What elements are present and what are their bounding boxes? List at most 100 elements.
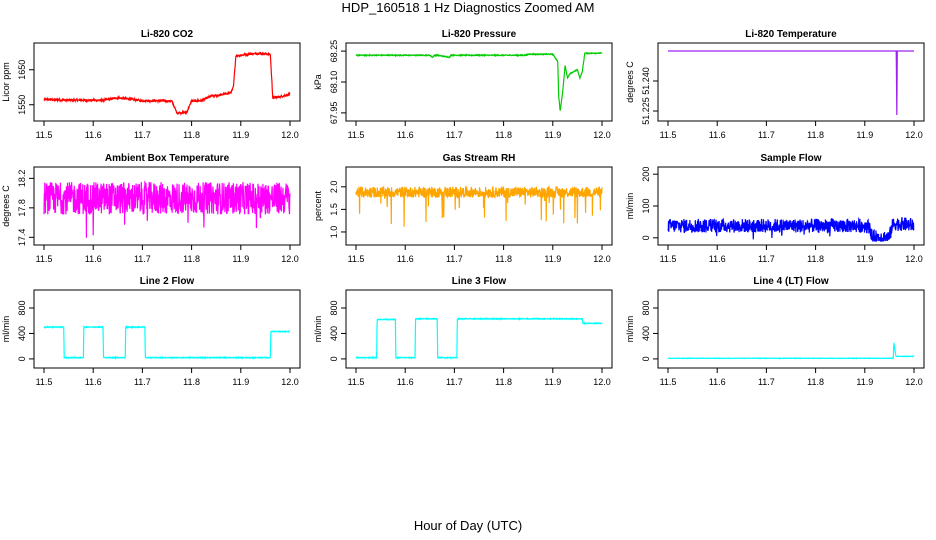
y-tick-label: 400 xyxy=(641,326,651,341)
x-tick-label: 11.6 xyxy=(85,130,102,140)
y-tick-label: 100 xyxy=(641,198,651,213)
plot-frame xyxy=(345,166,613,246)
x-tick-label: 11.7 xyxy=(446,130,463,140)
x-tick-label: 11.7 xyxy=(134,130,151,140)
plot-frame-top xyxy=(657,42,925,122)
plot-frame-top xyxy=(33,42,301,122)
plot-frame xyxy=(33,42,301,122)
x-tick-label: 11.7 xyxy=(758,130,775,140)
y-tick-label: 200 xyxy=(641,167,651,182)
x-tick-label: 12.0 xyxy=(905,254,923,264)
x-tick-label: 11.7 xyxy=(134,377,151,387)
plot-frame xyxy=(657,289,925,369)
y-axis-label: percent xyxy=(313,190,323,221)
x-tick-label: 11.5 xyxy=(660,130,677,140)
x-tick-label: 11.6 xyxy=(397,254,414,264)
chart-panel: Li-820 Pressure kPa 11.5 11.6 11.7 11.8 11.9 12… xyxy=(313,29,613,140)
x-tick-label: 12.0 xyxy=(905,377,923,387)
series-line xyxy=(355,51,603,111)
x-tick-label: 11.5 xyxy=(660,377,677,387)
plot-frame-top xyxy=(345,42,613,122)
y-tick-label: 1.0 xyxy=(329,226,339,239)
x-tick-label: 11.8 xyxy=(495,377,512,387)
x-tick-label: 12.0 xyxy=(593,130,611,140)
x-tick-label: 11.9 xyxy=(856,130,873,140)
y-axis-label: kPa xyxy=(313,74,323,90)
chart-panel: Ambient Box Temperature degrees C 11.5 11.6… xyxy=(1,153,301,264)
y-tick-label: 400 xyxy=(17,326,27,341)
x-tick-label: 11.8 xyxy=(183,377,200,387)
y-tick-label: 68.25 xyxy=(329,40,339,63)
y-axis-label: ml/min xyxy=(625,316,635,343)
x-tick-label: 12.0 xyxy=(281,254,299,264)
chart-title: Li-820 CO2 xyxy=(141,29,194,40)
y-tick-label: 0 xyxy=(17,356,27,361)
chart-title: Sample Flow xyxy=(760,153,821,164)
y-tick-label: 1650 xyxy=(17,60,27,80)
x-tick-label: 12.0 xyxy=(593,377,611,387)
y-tick-label: 800 xyxy=(641,300,651,315)
x-tick-label: 12.0 xyxy=(281,130,299,140)
x-tick-label: 11.7 xyxy=(758,254,775,264)
x-tick-label: 11.8 xyxy=(183,130,200,140)
chart-panel: Line 2 Flow ml/min 11.5 11.6 11.7 11.8 11.9 12.… xyxy=(1,276,301,387)
series-line xyxy=(355,316,603,360)
x-tick-label: 11.9 xyxy=(856,377,873,387)
plot-frame-top xyxy=(657,289,925,369)
x-tick-label: 11.5 xyxy=(660,254,677,264)
x-tick-label: 11.5 xyxy=(36,377,53,387)
y-tick-label: 51.240 xyxy=(641,67,651,95)
y-tick-label: 2.0 xyxy=(329,181,339,194)
x-tick-label: 11.5 xyxy=(348,130,365,140)
x-tick-label: 11.6 xyxy=(397,377,414,387)
chart-title: Line 4 (LT) Flow xyxy=(753,276,829,287)
chart-panel: Line 3 Flow ml/min 11.5 11.6 11.7 11.8 11.9 12.… xyxy=(313,276,613,387)
series-line xyxy=(43,180,291,238)
x-tick-label: 11.9 xyxy=(232,377,249,387)
x-tick-label: 11.6 xyxy=(85,254,102,264)
y-tick-label: 800 xyxy=(329,300,339,315)
x-tick-label: 11.5 xyxy=(36,130,53,140)
y-tick-label: 0 xyxy=(329,356,339,361)
series-line xyxy=(43,325,291,360)
y-axis-label: ml/min xyxy=(313,316,323,343)
chart-panel: Li-820 Temperature degrees C 11.5 11.6 11.7 1… xyxy=(625,29,925,140)
y-axis-label: ml/min xyxy=(1,316,11,343)
x-tick-label: 11.9 xyxy=(232,130,249,140)
x-tick-label: 11.6 xyxy=(709,377,726,387)
x-tick-label: 11.8 xyxy=(183,254,200,264)
plot-frame-top xyxy=(33,289,301,369)
x-tick-label: 11.8 xyxy=(807,130,824,140)
x-tick-label: 11.7 xyxy=(446,377,463,387)
series-line xyxy=(667,216,915,243)
plot-frame xyxy=(657,42,925,122)
chart-title: Li-820 Pressure xyxy=(442,29,517,40)
series-line xyxy=(667,342,915,360)
chart-title: Li-820 Temperature xyxy=(745,29,837,40)
x-tick-label: 11.6 xyxy=(709,254,726,264)
chart-panel: Li-820 CO2 Licor ppm 11.5 11.6 11.7 11.8 11.9 1… xyxy=(1,29,301,140)
x-tick-label: 11.9 xyxy=(544,130,561,140)
x-tick-label: 11.8 xyxy=(495,254,512,264)
y-tick-label: 0 xyxy=(641,356,651,361)
x-tick-label: 12.0 xyxy=(905,130,923,140)
x-tick-label: 11.7 xyxy=(758,377,775,387)
series-line xyxy=(668,50,914,116)
y-tick-label: 18.2 xyxy=(17,170,27,188)
series-line xyxy=(43,51,291,117)
plot-frame-top xyxy=(33,166,301,246)
y-axis-label: degrees C xyxy=(1,185,11,227)
y-tick-label: 400 xyxy=(329,326,339,341)
x-axis-caption: Hour of Day (UTC) xyxy=(413,518,523,533)
page-title: HDP_160518 1 Hz Diagnostics Zoomed AM xyxy=(341,0,595,15)
x-tick-label: 11.9 xyxy=(232,254,249,264)
y-axis-label: Licor ppm xyxy=(1,62,11,102)
y-tick-label: 51.225 xyxy=(641,97,651,125)
x-tick-label: 11.9 xyxy=(544,254,561,264)
y-tick-label: 67.95 xyxy=(329,102,339,125)
y-axis-label: ml/min xyxy=(625,193,635,220)
x-tick-label: 11.8 xyxy=(495,130,512,140)
chart-title: Line 2 Flow xyxy=(140,276,195,287)
x-tick-label: 11.7 xyxy=(134,254,151,264)
x-tick-label: 12.0 xyxy=(593,254,611,264)
